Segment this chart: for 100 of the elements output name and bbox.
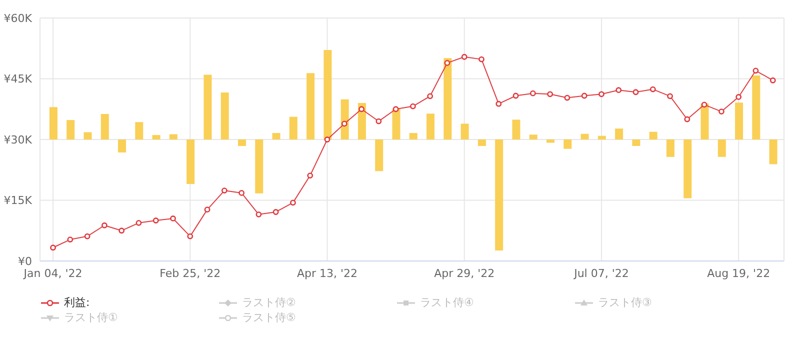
bar bbox=[220, 92, 229, 140]
bar bbox=[255, 140, 264, 194]
point bbox=[84, 233, 90, 240]
y-tick-label: ¥60K bbox=[4, 12, 33, 25]
point bbox=[684, 116, 690, 122]
bar bbox=[135, 122, 144, 140]
bar bbox=[735, 102, 744, 140]
point bbox=[581, 92, 588, 99]
bar bbox=[529, 134, 538, 140]
y-tick-label: ¥45K bbox=[4, 72, 33, 86]
point bbox=[461, 54, 468, 60]
y-tick-label: ¥30K bbox=[4, 133, 33, 146]
point bbox=[118, 228, 125, 234]
x-tick-label: Apr 29, '22 bbox=[434, 266, 495, 280]
y-tick-label: ¥15K bbox=[4, 194, 33, 208]
x-tick-label: Feb 25, '22 bbox=[160, 266, 221, 280]
y-tick-label: ¥0 bbox=[18, 254, 32, 268]
point bbox=[616, 87, 622, 94]
bar bbox=[84, 132, 92, 140]
point bbox=[204, 206, 210, 213]
point bbox=[170, 216, 176, 222]
bar bbox=[66, 120, 75, 140]
point bbox=[376, 118, 382, 124]
point bbox=[512, 92, 519, 99]
bar bbox=[632, 140, 640, 146]
bar bbox=[615, 128, 624, 140]
x-tick-label: Apr 13, '22 bbox=[296, 266, 358, 280]
bar bbox=[118, 140, 126, 152]
bar bbox=[444, 58, 452, 140]
point bbox=[187, 233, 194, 240]
bar bbox=[718, 140, 726, 157]
legend-label: ラスト侍④ bbox=[420, 295, 474, 310]
bar bbox=[666, 140, 674, 157]
bar bbox=[100, 114, 109, 140]
bar bbox=[495, 140, 504, 250]
bar bbox=[752, 76, 760, 140]
point bbox=[152, 218, 159, 224]
legend-label: ラスト侍⑤ bbox=[242, 310, 296, 325]
point bbox=[101, 222, 108, 228]
bar bbox=[546, 140, 554, 143]
bar bbox=[564, 140, 572, 149]
bar bbox=[324, 50, 332, 140]
bar bbox=[152, 135, 160, 140]
legend-label: ラスト侍① bbox=[64, 310, 118, 325]
point bbox=[50, 244, 56, 251]
x-tick-label: Aug 19, '22 bbox=[707, 266, 770, 280]
x-tick-label: Jan 04, '22 bbox=[22, 266, 82, 280]
bar bbox=[478, 140, 486, 146]
x-tick-label: Jul 07, '22 bbox=[573, 266, 629, 280]
bar bbox=[186, 140, 195, 184]
point bbox=[238, 190, 245, 196]
legend-label: ラスト侍③ bbox=[598, 295, 652, 310]
bar bbox=[684, 140, 692, 198]
point bbox=[410, 103, 416, 110]
point bbox=[221, 188, 228, 194]
point bbox=[478, 56, 484, 62]
point bbox=[444, 60, 450, 66]
bar bbox=[169, 134, 178, 140]
bar bbox=[700, 103, 709, 140]
point bbox=[701, 102, 708, 108]
point bbox=[272, 209, 279, 215]
bar bbox=[426, 114, 435, 140]
point bbox=[324, 136, 330, 142]
bar bbox=[409, 133, 418, 140]
bar bbox=[289, 116, 298, 140]
point bbox=[564, 94, 570, 101]
point bbox=[290, 200, 296, 206]
point bbox=[136, 220, 142, 226]
point bbox=[770, 77, 776, 84]
point bbox=[547, 91, 554, 98]
bar bbox=[375, 140, 384, 172]
bar bbox=[580, 134, 589, 140]
point bbox=[752, 68, 759, 74]
point bbox=[530, 90, 536, 96]
bar bbox=[238, 140, 246, 146]
legend-label: ラスト侍② bbox=[242, 295, 296, 310]
point bbox=[256, 211, 262, 218]
point bbox=[650, 86, 656, 92]
point bbox=[427, 93, 434, 100]
bar bbox=[392, 108, 400, 140]
point bbox=[632, 89, 639, 96]
point bbox=[667, 93, 673, 100]
legend-label: 利益: bbox=[64, 295, 90, 310]
bar bbox=[306, 73, 315, 140]
point bbox=[392, 106, 399, 112]
bar bbox=[598, 136, 606, 140]
point bbox=[598, 91, 604, 98]
bar bbox=[340, 99, 349, 140]
point bbox=[358, 106, 364, 112]
bar bbox=[460, 124, 469, 140]
point bbox=[736, 94, 742, 100]
point bbox=[496, 100, 502, 107]
bar bbox=[272, 133, 280, 140]
bar bbox=[649, 132, 658, 140]
point bbox=[341, 120, 348, 127]
bar bbox=[769, 140, 778, 164]
point bbox=[67, 236, 74, 242]
point bbox=[307, 172, 314, 178]
bar bbox=[512, 120, 520, 140]
bar bbox=[49, 107, 58, 140]
